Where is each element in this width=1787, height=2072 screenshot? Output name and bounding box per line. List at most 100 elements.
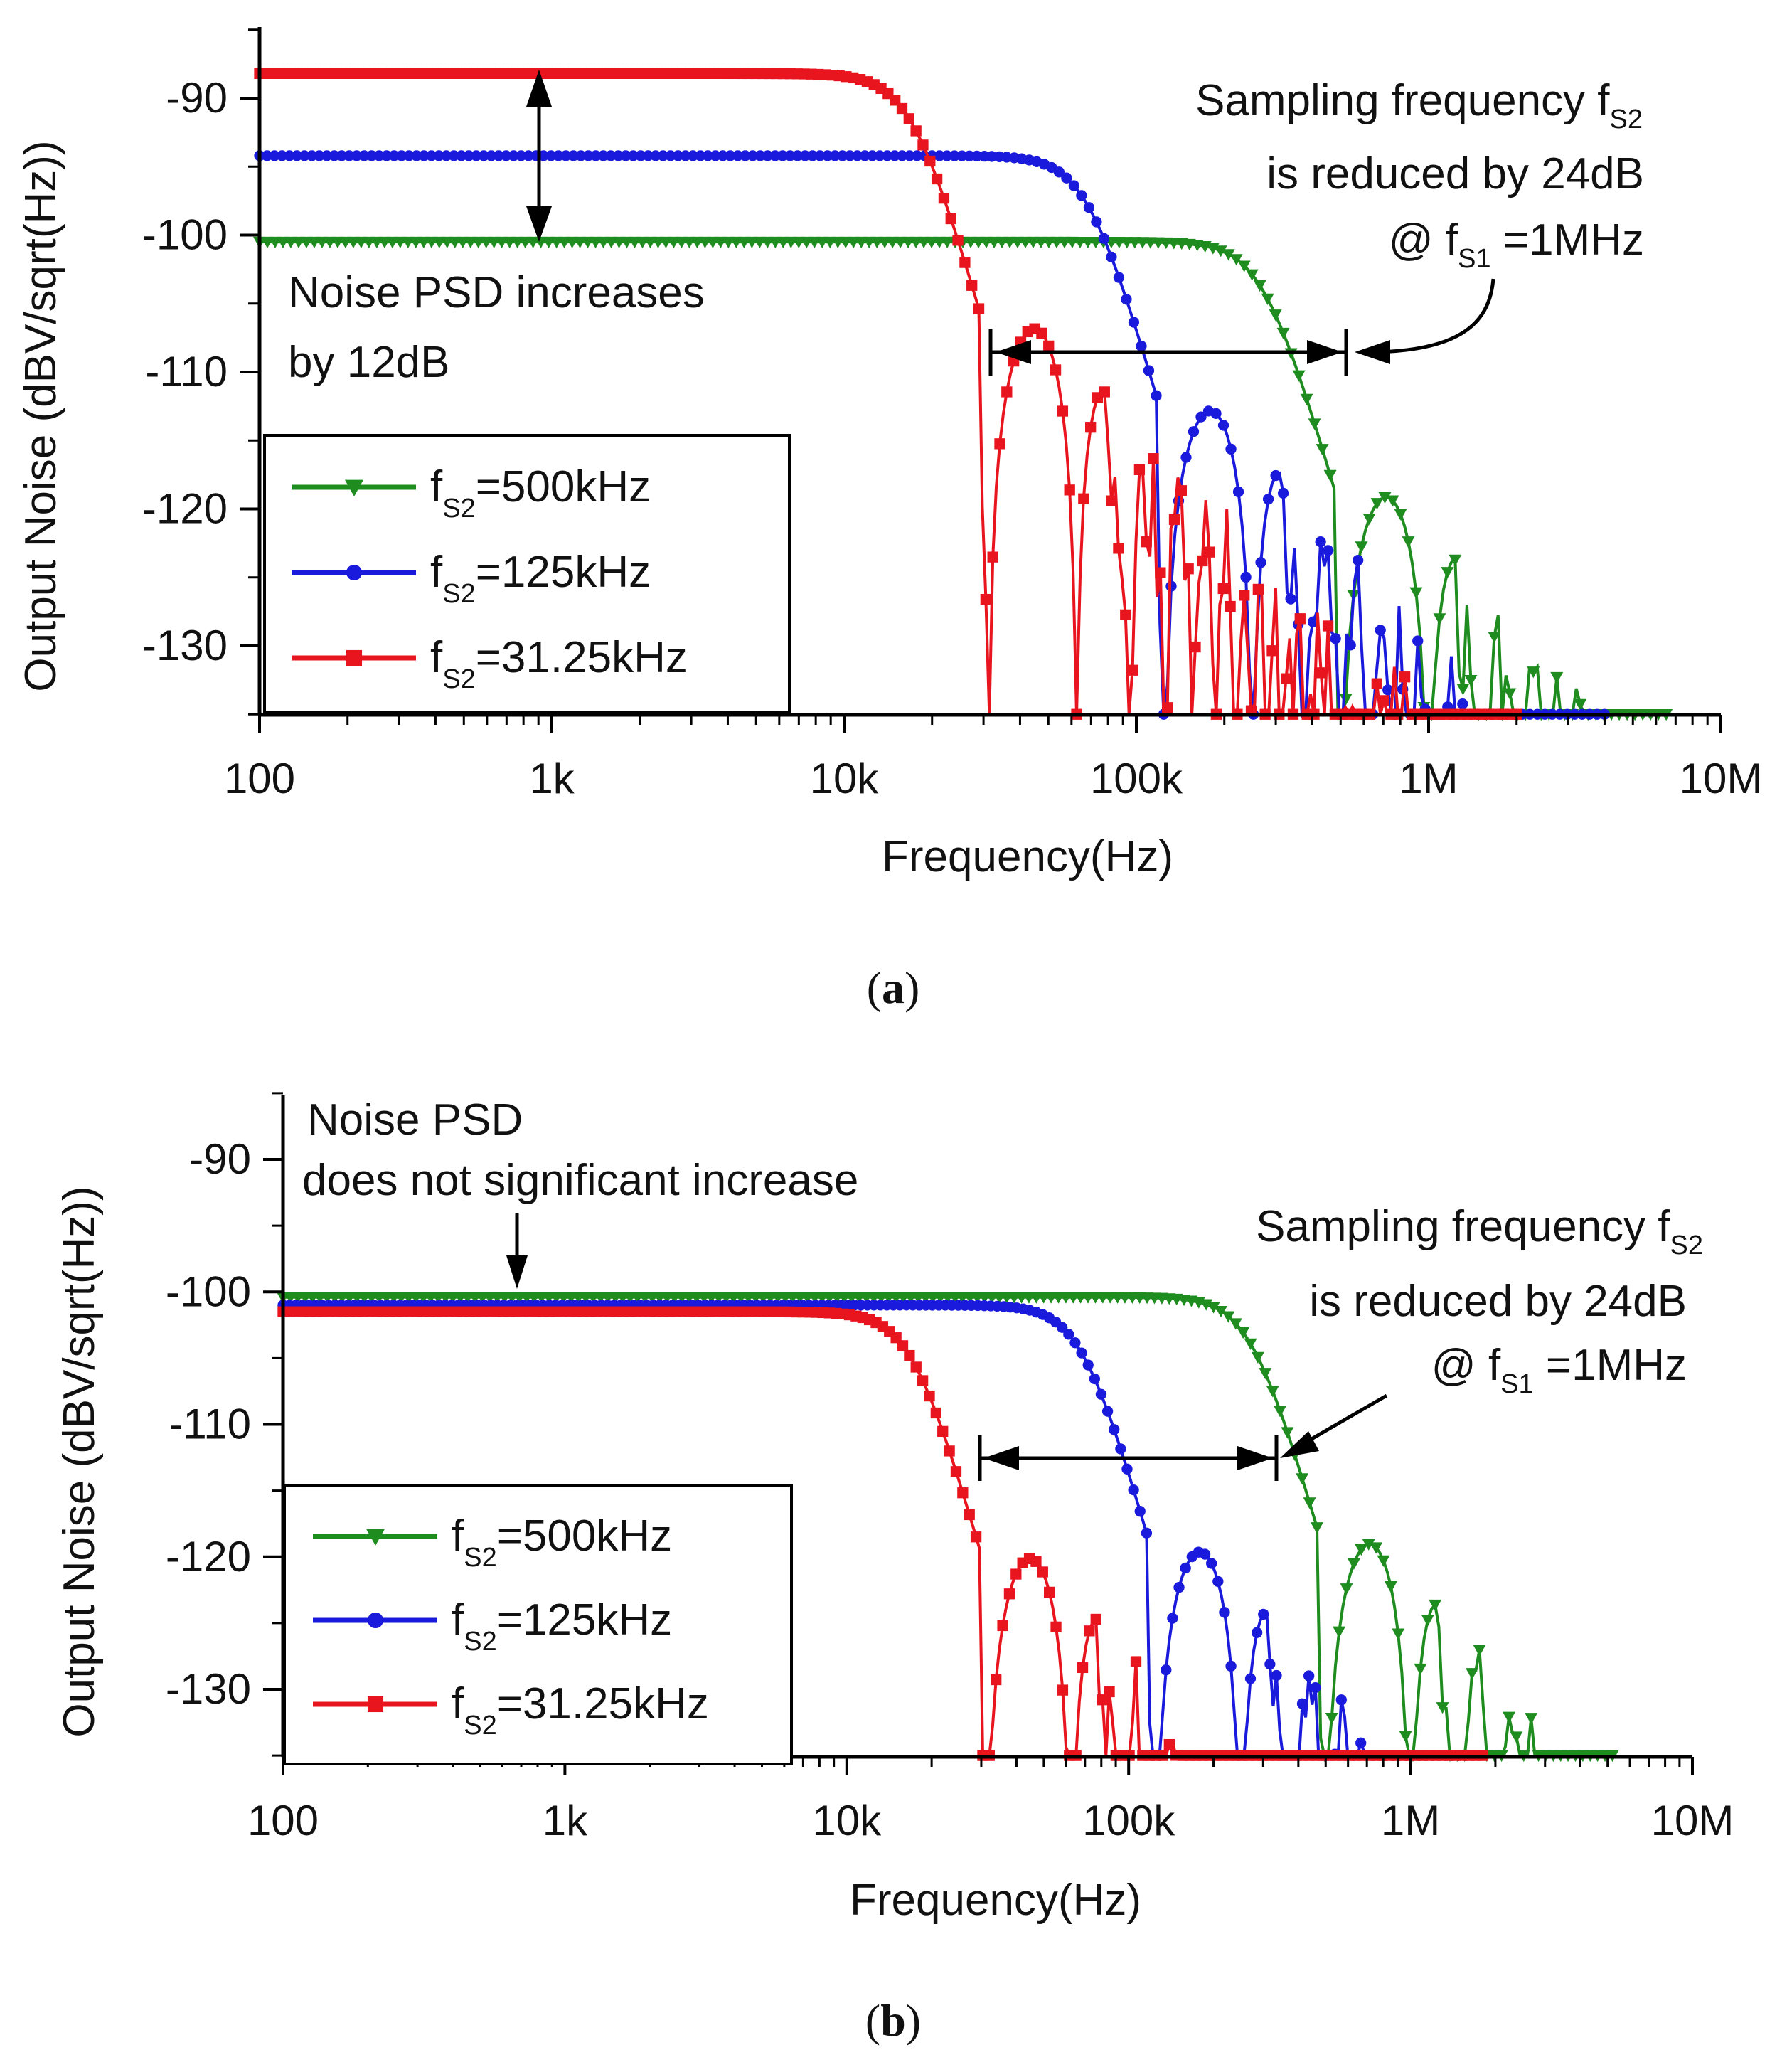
chart-a-data-point <box>1399 671 1411 683</box>
chart-a-data-point <box>1284 348 1298 360</box>
chart-b-data-point <box>1090 1613 1101 1625</box>
chart-a-data-point <box>1217 420 1229 431</box>
chart-b-legend-sub: S2 <box>464 1711 496 1741</box>
chart-a-data-point <box>945 213 956 225</box>
chart-a-data-point <box>508 150 519 161</box>
chart-a-data-point <box>1280 673 1292 684</box>
chart-a-data-point <box>1316 444 1329 456</box>
chart-a-sampling-text-2: is reduced by 24dB <box>1266 149 1644 198</box>
chart-b-data-point <box>1180 1562 1191 1574</box>
chart-a-data-point <box>1394 509 1407 521</box>
caption-b-open: ( <box>865 1995 880 2046</box>
chart-a-data-point <box>1148 453 1159 464</box>
chart-b-fs1-value: =1MHz <box>1534 1341 1687 1390</box>
chart-a-data-point <box>1190 641 1201 653</box>
chart-b-data-point <box>1101 1406 1114 1417</box>
chart-b-legend-entry-3: fS2=31.25kHz <box>313 1679 709 1741</box>
chart-a-data-point <box>931 173 943 185</box>
chart-b-data-point <box>1429 1599 1442 1612</box>
chart-b-data-point <box>1377 1555 1390 1567</box>
chart-a-data-point <box>493 150 504 161</box>
chart-a-legend-f: f <box>430 633 443 682</box>
chart-a-fs1-value: =1MHz <box>1491 216 1644 265</box>
chart-a-data-point <box>336 150 348 161</box>
chart-a-legend-f: f <box>430 462 443 511</box>
chart-b-data-point <box>1121 1463 1133 1475</box>
chart-a-data-point <box>777 150 789 161</box>
chart-b-data-point <box>1436 1702 1449 1714</box>
chart-b-ytick-label: -130 <box>166 1665 251 1713</box>
chart-a-data-point <box>1362 514 1376 526</box>
chart-b-data-point <box>910 1361 922 1373</box>
chart-a-increase-text-2: by 12dB <box>288 338 450 387</box>
chart-b-data-point <box>1167 1613 1178 1624</box>
chart-a-data-point <box>1229 254 1243 266</box>
chart-a-legend-marker <box>346 649 363 666</box>
chart-a-data-point <box>987 551 998 563</box>
chart-a-xtick-label: 100 <box>224 755 295 802</box>
chart-a-data-point <box>321 150 333 161</box>
chart-b-data-point <box>1069 1337 1081 1349</box>
chart-b-data-point <box>1010 1568 1022 1580</box>
chart-b-legend-f: f <box>452 1512 464 1561</box>
chart-a-data-point <box>1386 495 1399 507</box>
chart-a-series-1 <box>253 236 1673 721</box>
chart-a-data-point <box>717 150 729 161</box>
chart-a-data-point <box>1239 590 1250 601</box>
chart-b-data-point <box>1207 1302 1220 1314</box>
chart-b-xtick-label: 100k <box>1082 1797 1175 1844</box>
chart-a-data-point <box>299 150 310 161</box>
chart-a-data-point <box>411 150 422 161</box>
chart-b-legend-label: fS2=31.25kHz <box>452 1679 709 1741</box>
chart-a-data-point <box>463 150 474 161</box>
chart-b-fs1-pre: @ f <box>1431 1341 1501 1390</box>
chart-a-data-point <box>478 150 489 161</box>
chart-a-data-point <box>329 150 340 161</box>
chart-a-data-point <box>1292 370 1306 382</box>
chart-b-data-point <box>1044 1586 1055 1598</box>
chart-a-data-point <box>433 150 444 161</box>
chart-a-data-point <box>1322 545 1334 556</box>
chart-b-sampling-pre: Sampling frequency f <box>1256 1202 1670 1251</box>
chart-b-data-point <box>1296 1473 1309 1485</box>
chart-b-data-point <box>1355 1737 1367 1748</box>
chart-a-data-point <box>590 150 602 161</box>
chart-a-data-point <box>1183 563 1194 575</box>
chart-a-data-point <box>1120 609 1131 621</box>
chart-a-data-point <box>1180 452 1192 463</box>
chart-a-data-point <box>897 150 908 161</box>
chart-b-data-point <box>991 1674 1002 1686</box>
chart-a-ytick-label: -130 <box>142 622 228 669</box>
chart-a-legend-value: =31.25kHz <box>476 633 688 682</box>
caption-a-close: ) <box>905 962 919 1013</box>
chart-a-data-point <box>725 150 736 161</box>
chart-b-data-point <box>1003 1588 1015 1600</box>
chart-a-data-point <box>1441 567 1454 579</box>
chart-a-data-point <box>627 150 639 161</box>
chart-a-data-point <box>1330 633 1341 644</box>
chart-a-data-point <box>1036 327 1047 339</box>
chart-a-data-point <box>1323 469 1337 482</box>
chart-a-legend-value: =125kHz <box>476 548 651 597</box>
chart-b-legend-entry-1: fS2=500kHz <box>313 1512 672 1573</box>
chart-b-xtick-label: 100 <box>247 1797 319 1844</box>
chart-a-data-point <box>1402 536 1415 548</box>
chart-a-data-point <box>695 150 706 161</box>
chart-a-data-point <box>910 125 922 137</box>
chart-a-data-point <box>1269 309 1282 322</box>
chart-a-range-arrow <box>988 278 1495 376</box>
chart-a-sampling-sub: S2 <box>1610 105 1643 134</box>
chart-b-data-point <box>1104 1686 1115 1698</box>
chart-a-legend-f: f <box>430 548 443 597</box>
chart-a-data-point <box>1252 583 1264 595</box>
chart-a-data-point <box>1464 674 1478 687</box>
chart-a-data-point <box>949 150 960 161</box>
chart-a-data-point <box>373 150 385 161</box>
chart-a-legend-entry-3: fS2=31.25kHz <box>292 633 688 694</box>
chart-b-sampling-text-1: Sampling frequency fS2 <box>1256 1202 1703 1260</box>
chart-a-data-point <box>1300 393 1313 405</box>
chart-a-data-point <box>1203 546 1215 558</box>
chart-b-data-point <box>1266 1386 1279 1398</box>
chart-b-nosig-arrow <box>506 1213 528 1289</box>
